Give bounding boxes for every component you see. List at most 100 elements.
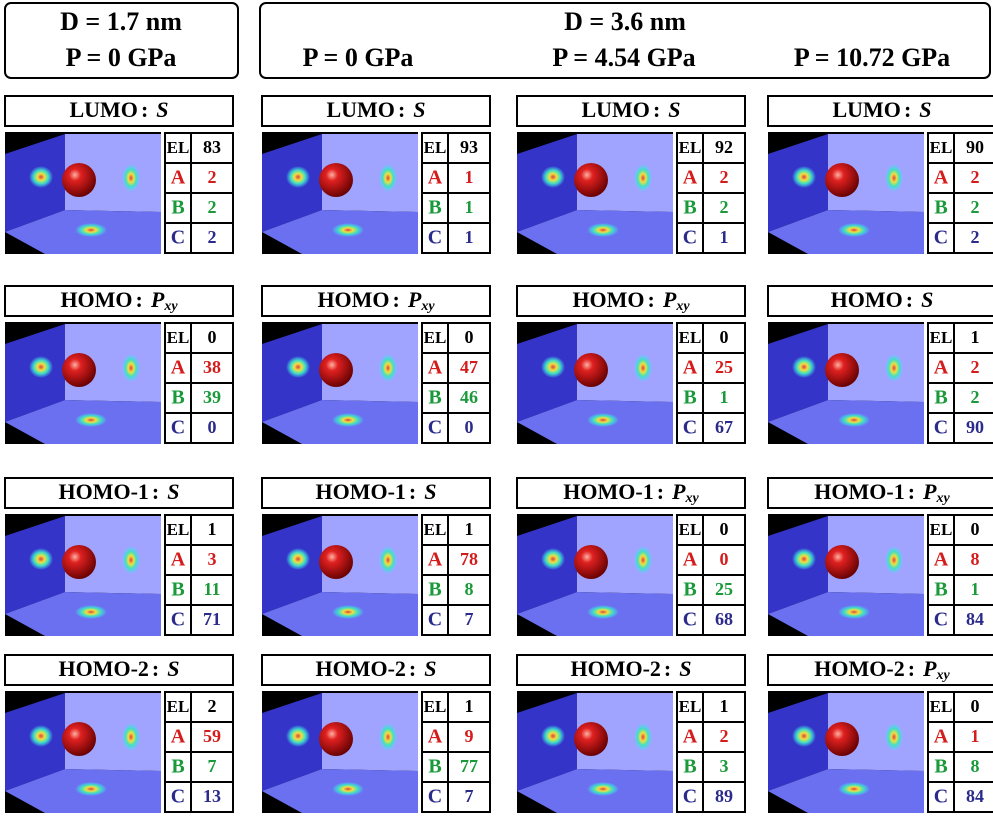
row-label: EL [930, 328, 953, 347]
symmetry: S [679, 656, 691, 681]
orbital-name: HOMO-1 [563, 479, 653, 504]
row-label: A [934, 167, 949, 189]
symmetry: S [424, 656, 436, 681]
orbital-label: HOMO-1:Pxy [814, 479, 950, 506]
weight-value: 7 [208, 756, 217, 776]
row-label: A [171, 167, 186, 189]
separator: : [152, 479, 159, 504]
weight-value: 8 [465, 579, 474, 599]
weight-value: 83 [203, 137, 221, 157]
weight-value: 1 [465, 519, 474, 539]
density-floor [75, 605, 107, 619]
density-floor [587, 413, 619, 427]
row-label: EL [167, 697, 190, 716]
symmetry: P [922, 656, 937, 681]
weight-value: 25 [715, 579, 733, 599]
symmetry: P [662, 287, 677, 312]
weight-value: 92 [715, 137, 733, 157]
density-left [541, 166, 565, 188]
density-right [379, 354, 397, 382]
row-label: B [934, 579, 947, 601]
weight-value: 0 [971, 696, 980, 716]
row-label: A [934, 549, 949, 571]
nanocrystal [319, 353, 353, 387]
nanocrystal [62, 163, 96, 197]
row-label: A [428, 167, 443, 189]
density-floor [75, 413, 107, 427]
weight-value: 39 [203, 387, 221, 407]
separator: : [648, 287, 655, 312]
symmetry-subscript: xy [936, 668, 951, 683]
row-label: A [934, 726, 949, 748]
density-floor [75, 782, 107, 796]
density-floor [838, 223, 870, 237]
row-label: EL [424, 328, 447, 347]
weight-value: 71 [203, 609, 221, 629]
row-label: A [428, 549, 443, 571]
weight-value: 59 [203, 726, 221, 746]
weight-value: 1 [720, 227, 729, 247]
weight-value: 1 [971, 579, 980, 599]
row-label: EL [424, 520, 447, 539]
row-label: EL [679, 520, 702, 539]
row-label: A [683, 726, 698, 748]
row-label: B [683, 387, 696, 409]
diameter-label: D = 3.6 nm [564, 7, 686, 36]
separator: : [398, 97, 405, 122]
symmetry: P [922, 479, 937, 504]
row-label: A [934, 357, 949, 379]
separator: : [409, 479, 416, 504]
density-right [634, 723, 652, 751]
weight-value: 2 [720, 726, 729, 746]
symmetry: P [150, 287, 165, 312]
orbital-name: HOMO [317, 287, 389, 312]
weight-value: 2 [208, 227, 217, 247]
weight-value: 2 [971, 167, 980, 187]
weight-value: 1 [720, 387, 729, 407]
row-label: B [428, 197, 441, 219]
orbital-name: HOMO-2 [315, 656, 405, 681]
row-label: B [683, 197, 696, 219]
row-label: EL [930, 697, 953, 716]
symmetry-subscript: xy [675, 299, 690, 314]
row-label: EL [167, 328, 190, 347]
row-label: B [934, 387, 947, 409]
orbital-image [262, 132, 418, 254]
row-label: A [171, 726, 186, 748]
density-right [885, 723, 903, 751]
density-floor [332, 605, 364, 619]
orbital-name: LUMO [326, 97, 394, 122]
density-right [885, 546, 903, 574]
weight-value: 0 [208, 417, 217, 437]
density-right [885, 164, 903, 192]
density-left [792, 548, 816, 570]
density-right [379, 723, 397, 751]
density-floor [838, 782, 870, 796]
separator: : [141, 97, 148, 122]
density-floor [838, 605, 870, 619]
symmetry: S [919, 97, 931, 122]
pressure-label: P = 0 GPa [66, 43, 177, 72]
weight-value: 1 [465, 167, 474, 187]
nanocrystal [825, 163, 859, 197]
separator: : [136, 287, 143, 312]
density-right [379, 164, 397, 192]
row-label: C [934, 609, 948, 631]
row-label: EL [679, 328, 702, 347]
weight-value: 90 [966, 417, 984, 437]
separator: : [657, 479, 664, 504]
density-right [634, 546, 652, 574]
separator: : [152, 656, 159, 681]
separator: : [908, 479, 915, 504]
row-label: C [428, 609, 442, 631]
weight-value: 9 [465, 726, 474, 746]
nanocrystal [319, 545, 353, 579]
weight-value: 46 [460, 387, 478, 407]
symmetry: P [407, 287, 422, 312]
weight-value: 1 [720, 696, 729, 716]
density-left [29, 166, 53, 188]
weight-value: 2 [971, 227, 980, 247]
orbital-name: HOMO-2 [570, 656, 660, 681]
density-floor [332, 782, 364, 796]
symmetry-subscript: xy [685, 491, 700, 506]
